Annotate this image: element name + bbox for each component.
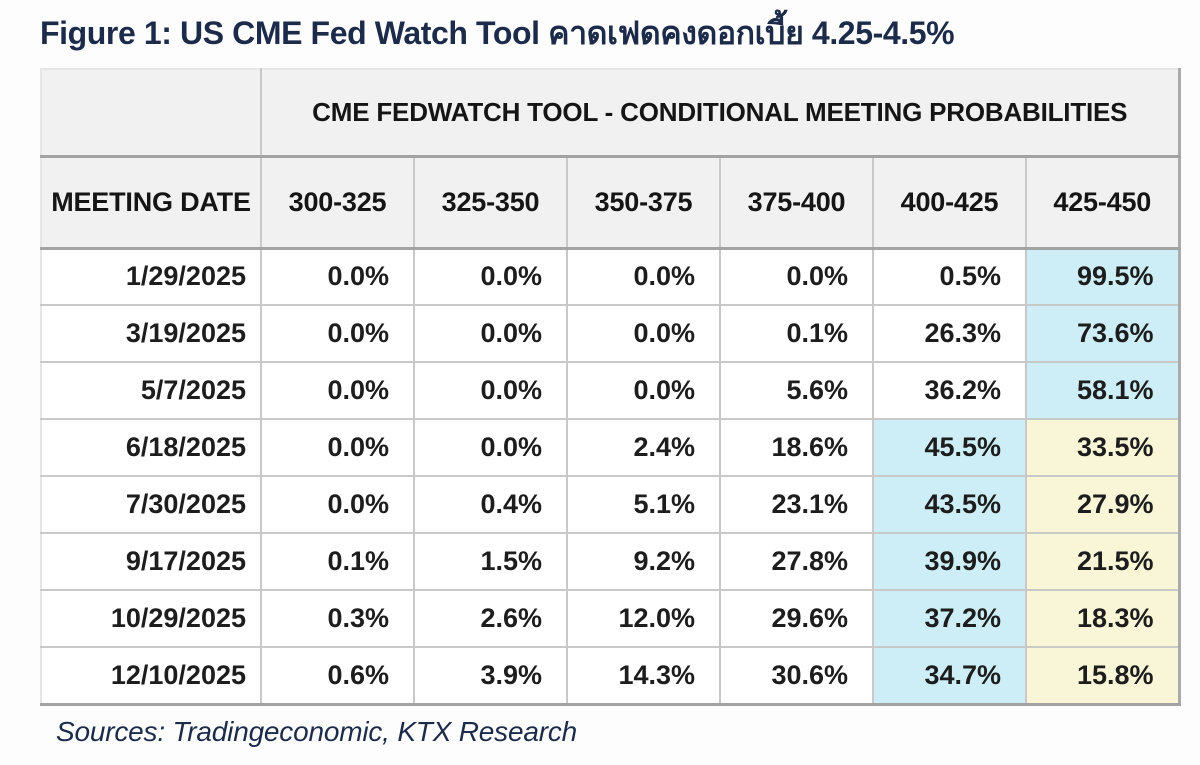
table-row: 9/17/2025 0.1% 1.5% 9.2% 27.8% 39.9% 21.… — [40, 532, 1181, 591]
probability-cell: 0.5% — [872, 247, 1027, 306]
probability-cell: 0.1% — [260, 532, 415, 591]
probability-cell: 0.0% — [566, 361, 721, 420]
probability-cell-highlighted: 18.3% — [1025, 589, 1181, 648]
table-row: 1/29/2025 0.0% 0.0% 0.0% 0.0% 0.5% 99.5% — [40, 247, 1181, 306]
column-header-375-400: 375-400 — [719, 155, 874, 250]
table-banner-row: CME FEDWATCH TOOL - CONDITIONAL MEETING … — [40, 68, 1181, 158]
probability-cell-highlighted: 33.5% — [1025, 418, 1181, 477]
probability-cell-highlighted: 34.7% — [872, 646, 1027, 706]
probability-cell: 0.0% — [260, 475, 415, 534]
probability-cell-highlighted: 99.5% — [1025, 247, 1181, 306]
meeting-date-cell: 10/29/2025 — [40, 589, 262, 648]
probability-cell: 29.6% — [719, 589, 874, 648]
probability-cell: 12.0% — [566, 589, 721, 648]
meeting-date-cell: 1/29/2025 — [40, 247, 262, 306]
probability-cell: 0.0% — [413, 304, 568, 363]
probability-cell: 0.0% — [260, 247, 415, 306]
figure-title: Figure 1: US CME Fed Watch Tool คาดเฟดคง… — [40, 15, 955, 51]
probability-cell: 5.1% — [566, 475, 721, 534]
probability-cell: 0.0% — [566, 304, 721, 363]
probability-cell: 9.2% — [566, 532, 721, 591]
probability-cell: 2.4% — [566, 418, 721, 477]
probability-cell-highlighted: 73.6% — [1025, 304, 1181, 363]
table-row: 10/29/2025 0.3% 2.6% 12.0% 29.6% 37.2% 1… — [40, 589, 1181, 648]
probability-cell-highlighted: 27.9% — [1025, 475, 1181, 534]
meeting-date-cell: 12/10/2025 — [40, 646, 262, 706]
table-row: 7/30/2025 0.0% 0.4% 5.1% 23.1% 43.5% 27.… — [40, 475, 1181, 534]
column-header-325-350: 325-350 — [413, 155, 568, 250]
probability-cell: 1.5% — [413, 532, 568, 591]
probability-cell-highlighted: 43.5% — [872, 475, 1027, 534]
probability-cell-highlighted: 58.1% — [1025, 361, 1181, 420]
column-header-350-375: 350-375 — [566, 155, 721, 250]
probability-cell: 5.6% — [719, 361, 874, 420]
table-row: 6/18/2025 0.0% 0.0% 2.4% 18.6% 45.5% 33.… — [40, 418, 1181, 477]
meeting-date-cell: 9/17/2025 — [40, 532, 262, 591]
column-header-meeting-date: MEETING DATE — [40, 155, 262, 250]
probability-cell-highlighted: 21.5% — [1025, 532, 1181, 591]
probability-cell: 0.0% — [719, 247, 874, 306]
probability-cell: 0.6% — [260, 646, 415, 706]
probability-cell: 36.2% — [872, 361, 1027, 420]
table-row: 12/10/2025 0.6% 3.9% 14.3% 30.6% 34.7% 1… — [40, 646, 1181, 706]
column-header-row: MEETING DATE 300-325 325-350 350-375 375… — [40, 155, 1181, 250]
sources-note: Sources: Tradingeconomic, KTX Research — [56, 716, 577, 747]
probability-cell-highlighted: 45.5% — [872, 418, 1027, 477]
meeting-date-cell: 5/7/2025 — [40, 361, 262, 420]
meeting-date-cell: 3/19/2025 — [40, 304, 262, 363]
probability-cell-highlighted: 39.9% — [872, 532, 1027, 591]
probability-cell: 0.0% — [566, 247, 721, 306]
probability-cell: 2.6% — [413, 589, 568, 648]
probability-cell: 27.8% — [719, 532, 874, 591]
table-banner: CME FEDWATCH TOOL - CONDITIONAL MEETING … — [260, 68, 1181, 158]
probability-cell: 0.0% — [413, 418, 568, 477]
probability-cell: 0.0% — [413, 247, 568, 306]
probability-cell: 0.0% — [260, 361, 415, 420]
column-header-300-325: 300-325 — [260, 155, 415, 250]
corner-cell — [40, 68, 262, 158]
probability-cell: 26.3% — [872, 304, 1027, 363]
probability-cell: 30.6% — [719, 646, 874, 706]
meeting-date-cell: 7/30/2025 — [40, 475, 262, 534]
probability-cell: 0.0% — [260, 304, 415, 363]
probability-cell-highlighted: 37.2% — [872, 589, 1027, 648]
meeting-date-cell: 6/18/2025 — [40, 418, 262, 477]
probability-cell: 0.3% — [260, 589, 415, 648]
table-row: 3/19/2025 0.0% 0.0% 0.0% 0.1% 26.3% 73.6… — [40, 304, 1181, 363]
fedwatch-probability-table: CME FEDWATCH TOOL - CONDITIONAL MEETING … — [40, 68, 1181, 706]
table-row: 5/7/2025 0.0% 0.0% 0.0% 5.6% 36.2% 58.1% — [40, 361, 1181, 420]
column-header-400-425: 400-425 — [872, 155, 1027, 250]
probability-cell: 14.3% — [566, 646, 721, 706]
probability-cell: 18.6% — [719, 418, 874, 477]
probability-cell-highlighted: 15.8% — [1025, 646, 1181, 706]
probability-cell: 0.1% — [719, 304, 874, 363]
probability-cell: 0.0% — [260, 418, 415, 477]
column-header-425-450: 425-450 — [1025, 155, 1181, 250]
probability-cell: 0.4% — [413, 475, 568, 534]
probability-cell: 3.9% — [413, 646, 568, 706]
probability-cell: 0.0% — [413, 361, 568, 420]
probability-cell: 23.1% — [719, 475, 874, 534]
